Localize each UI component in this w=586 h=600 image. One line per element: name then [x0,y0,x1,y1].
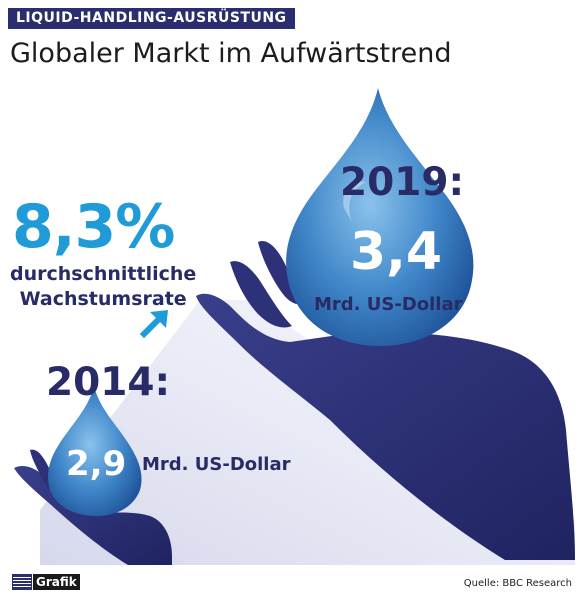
kicker-label: LIQUID-HANDLING-AUSRÜSTUNG [8,8,295,29]
arrow-up-right-icon [139,310,168,339]
water-drop-icon [48,386,142,516]
growth-rate-label: durchschnittliche Wachstumsrate [10,262,196,312]
page-title: Globaler Markt im Aufwärtstrend [10,38,452,69]
unit-2019: Mrd. US-Dollar [314,294,463,315]
growth-rate-label-line2: Wachstumsrate [19,288,187,310]
publisher-logo: Grafik [12,574,80,590]
logo-text: Grafik [33,574,80,590]
growth-rate-value: 8,3% [12,192,175,262]
year-2014-label: 2014: [46,360,171,405]
year-2019-label: 2019: [340,160,465,205]
unit-2014: Mrd. US-Dollar [142,454,291,475]
value-2014: 2,9 [66,444,127,484]
value-2019: 3,4 [350,222,443,282]
growth-rate-label-line1: durchschnittliche [10,263,197,285]
logo-icon [12,574,32,590]
water-drop-icon [286,88,474,346]
source-note: Quelle: BBC Research [463,578,572,589]
